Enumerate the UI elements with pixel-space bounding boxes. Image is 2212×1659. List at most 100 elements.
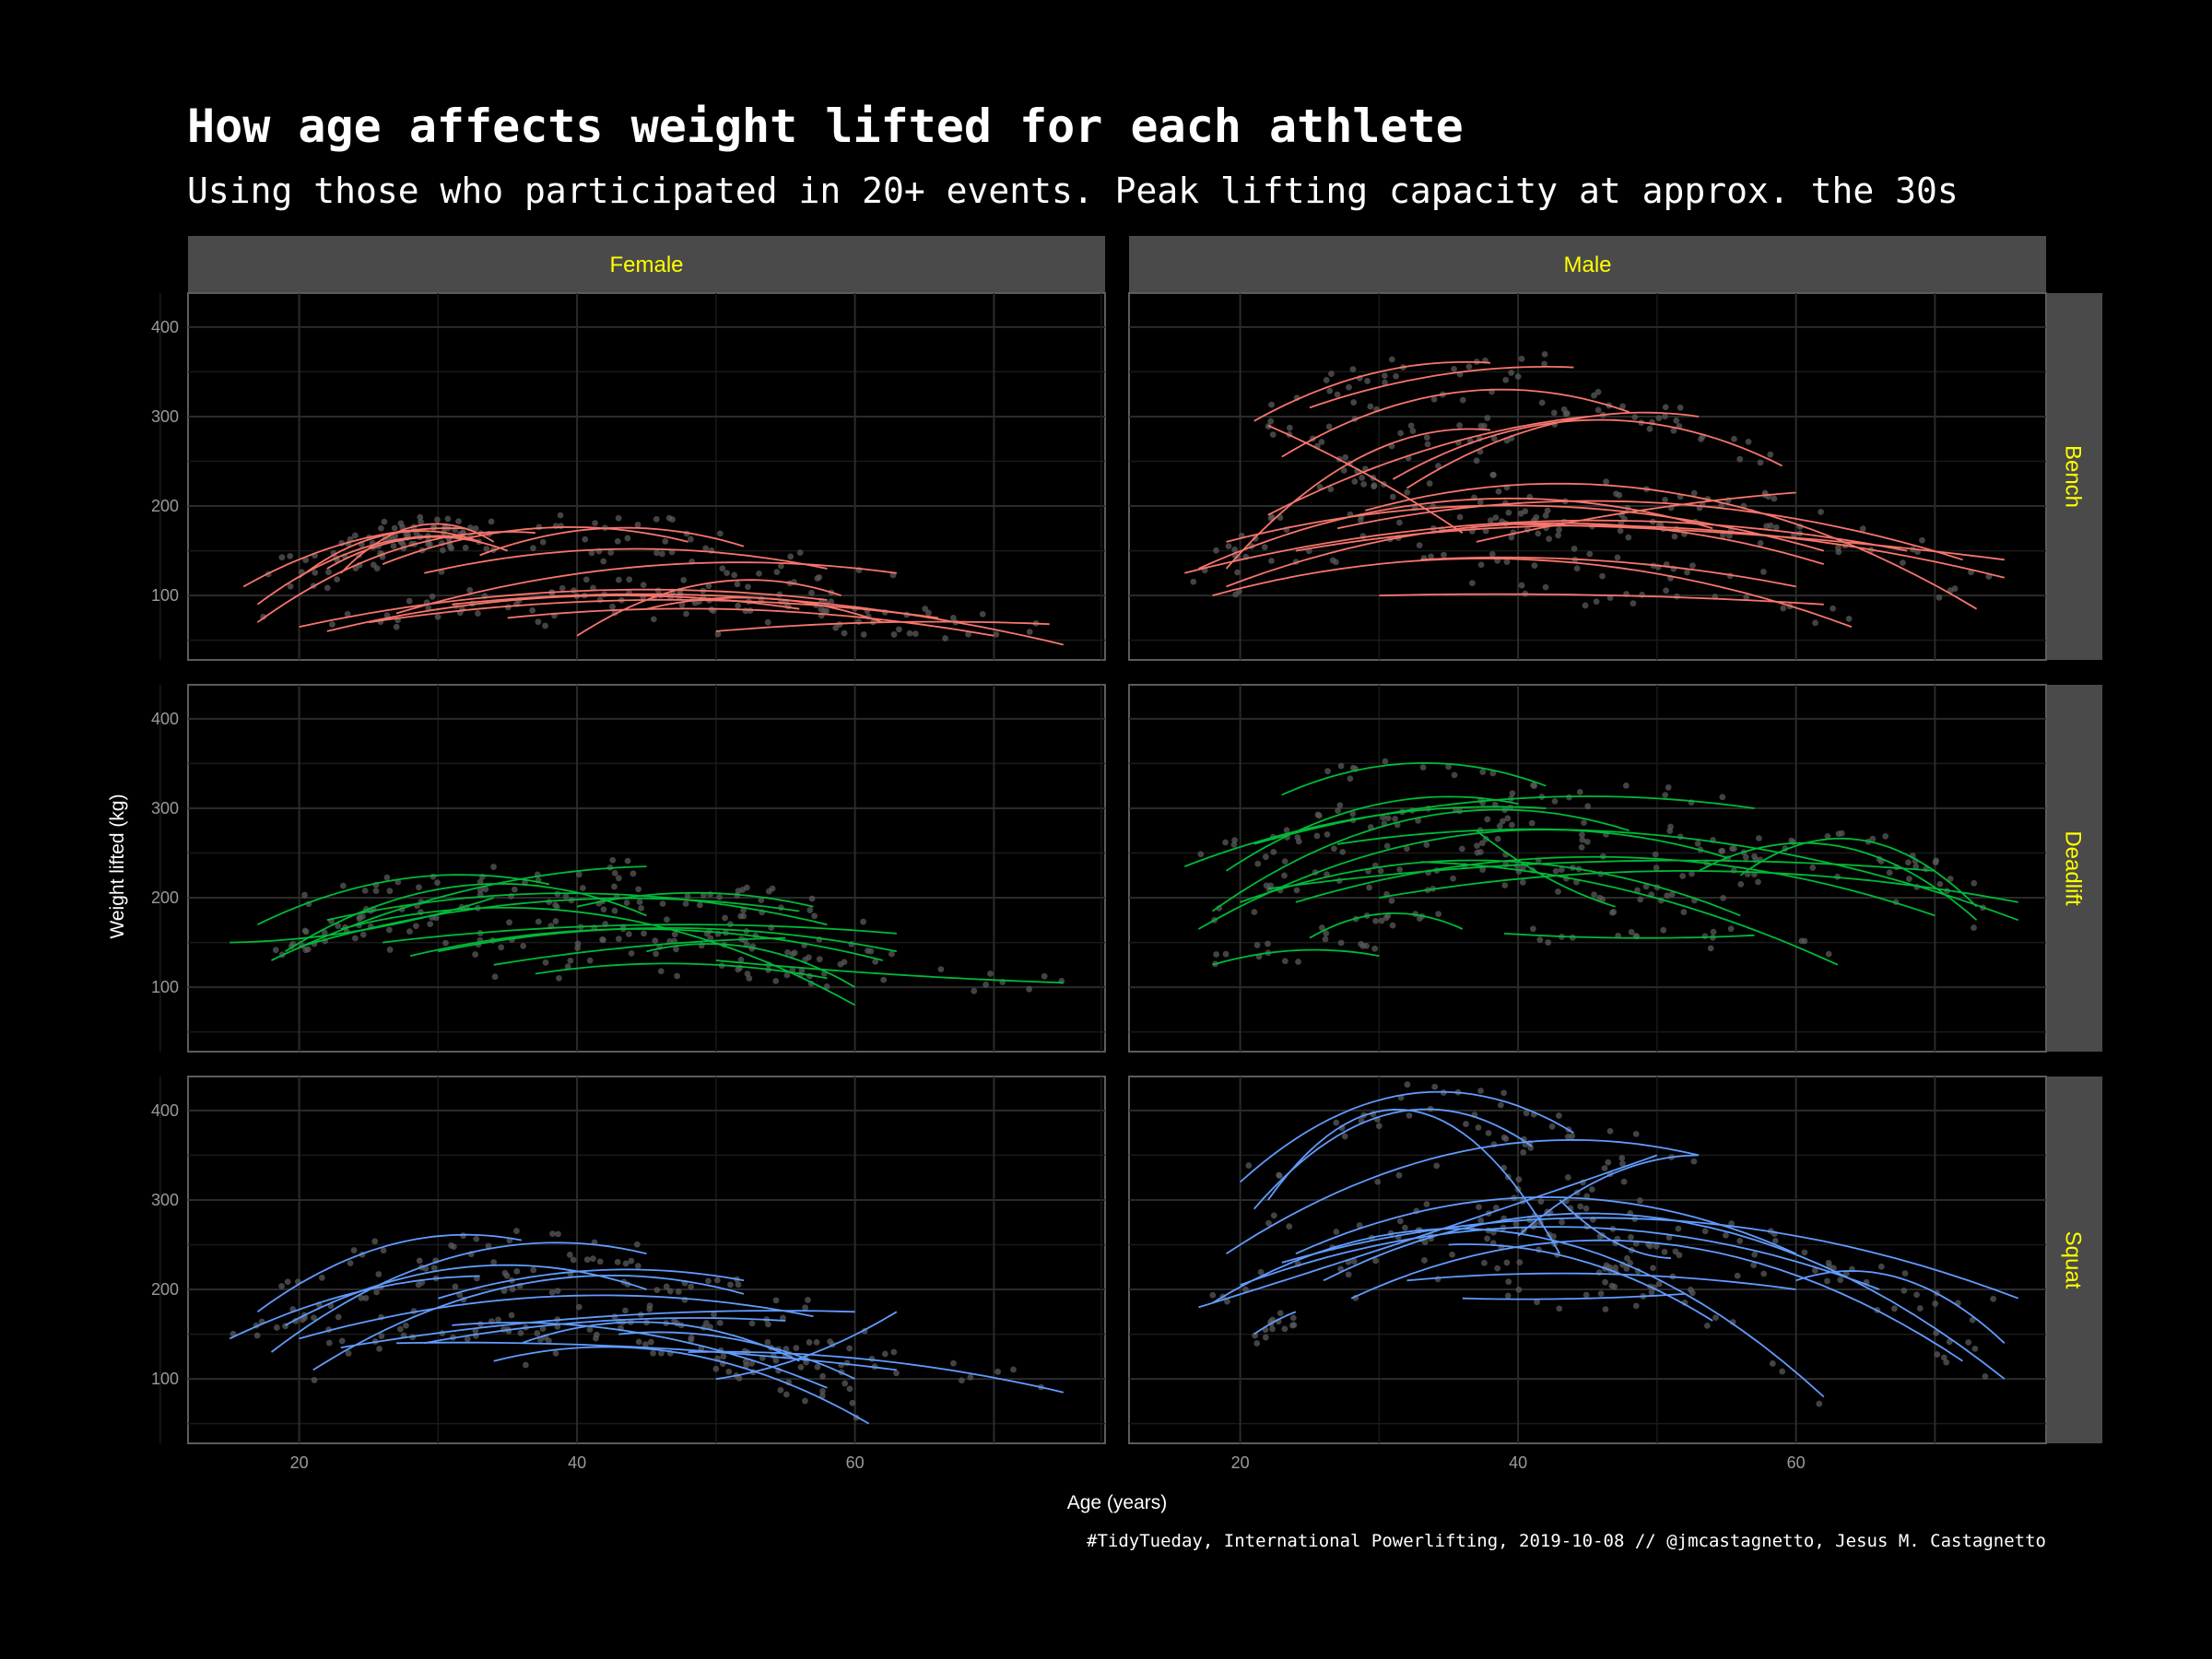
data-point [582, 535, 589, 543]
data-point [491, 973, 499, 981]
data-point [1520, 865, 1526, 871]
athlete-trend-line [688, 1350, 1065, 1394]
data-point [735, 1281, 742, 1288]
athlete-trend-line [1226, 504, 1825, 552]
data-point [1530, 925, 1536, 933]
data-point [325, 1339, 333, 1347]
data-point [707, 935, 714, 942]
data-point [846, 1345, 853, 1352]
data-point [1377, 867, 1384, 875]
data-point [702, 545, 710, 552]
data-point [642, 1341, 649, 1348]
data-point [462, 544, 469, 551]
data-point [1737, 881, 1745, 888]
data-point [1816, 1400, 1823, 1407]
athlete-trend-line [1795, 1270, 2006, 1344]
data-point [1267, 418, 1275, 425]
data-point [1779, 1368, 1786, 1375]
strip-bench [2046, 293, 2102, 660]
data-point [1515, 1176, 1523, 1183]
data-point [329, 621, 335, 628]
data-point [659, 550, 665, 558]
data-point [351, 532, 359, 539]
data-point [1623, 1265, 1630, 1272]
data-point [1612, 1264, 1619, 1271]
data-point [1509, 821, 1515, 829]
data-point [1650, 1265, 1656, 1272]
data-point [542, 622, 548, 629]
data-point [906, 629, 913, 637]
data-point [777, 562, 784, 570]
data-point [378, 524, 384, 532]
strip-label-female: Female [609, 253, 683, 277]
data-point [1424, 441, 1431, 448]
data-point [1634, 887, 1641, 894]
data-point [1318, 439, 1325, 445]
data-point [1720, 532, 1726, 539]
data-point [1503, 559, 1511, 566]
data-point [1583, 1193, 1591, 1200]
data-point [412, 923, 419, 930]
data-point [1630, 600, 1637, 607]
data-point [680, 576, 688, 583]
panel-background [1128, 1076, 2047, 1444]
data-point [1542, 583, 1549, 591]
data-point [1548, 1123, 1556, 1130]
data-point [638, 904, 645, 912]
data-point [535, 918, 542, 925]
athlete-trend-line [1253, 360, 1491, 422]
data-point [1335, 807, 1342, 814]
data-point [808, 589, 815, 596]
athlete-trend-line [1281, 1217, 2019, 1300]
data-point [490, 864, 497, 870]
data-point [1325, 423, 1333, 430]
athlete-trend-line [257, 874, 550, 926]
data-point [1536, 936, 1544, 944]
data-point [444, 515, 452, 523]
athlete-trend-line [1448, 1243, 1713, 1322]
data-point [1318, 924, 1325, 931]
data-point [1490, 435, 1498, 442]
data-point [950, 1359, 957, 1367]
data-point [1404, 1081, 1411, 1088]
data-point [646, 1306, 653, 1312]
data-point [1245, 1162, 1253, 1169]
data-point [381, 518, 388, 525]
data-point [1583, 1205, 1590, 1212]
data-point [1337, 939, 1345, 947]
athlete-trend-line [438, 926, 898, 953]
athlete-trend-line [1379, 593, 1824, 606]
data-point [1837, 1277, 1844, 1284]
data-point [1625, 534, 1632, 541]
data-point [1701, 1228, 1709, 1235]
data-point [351, 935, 359, 942]
data-point [1477, 1088, 1484, 1094]
data-point [1578, 843, 1585, 851]
data-point [737, 957, 745, 963]
data-point [539, 1325, 547, 1333]
athlete-trend-line [326, 535, 509, 570]
data-point [1406, 1112, 1413, 1119]
panel-background [187, 1076, 1106, 1444]
data-point [1707, 945, 1714, 952]
data-point [611, 907, 618, 914]
data-point [1323, 377, 1330, 383]
data-point [522, 1361, 529, 1369]
data-point [764, 618, 771, 626]
data-point [860, 631, 867, 638]
data-point [664, 916, 670, 924]
strip-label-deadlift: Deadlift [2061, 830, 2086, 906]
data-point [555, 1230, 561, 1238]
athlete-trend-line [1309, 365, 1574, 409]
y-tick-label: 400 [151, 318, 179, 336]
data-point [1578, 831, 1585, 839]
data-point [372, 888, 380, 895]
data-point [1912, 863, 1920, 870]
strip-squat [2046, 1077, 2102, 1443]
y-tick-label: 200 [151, 888, 179, 907]
athlete-trend-line [1392, 418, 1783, 480]
data-point [683, 610, 689, 618]
data-point [615, 576, 622, 583]
data-point [1456, 422, 1463, 429]
data-point [1026, 985, 1033, 993]
